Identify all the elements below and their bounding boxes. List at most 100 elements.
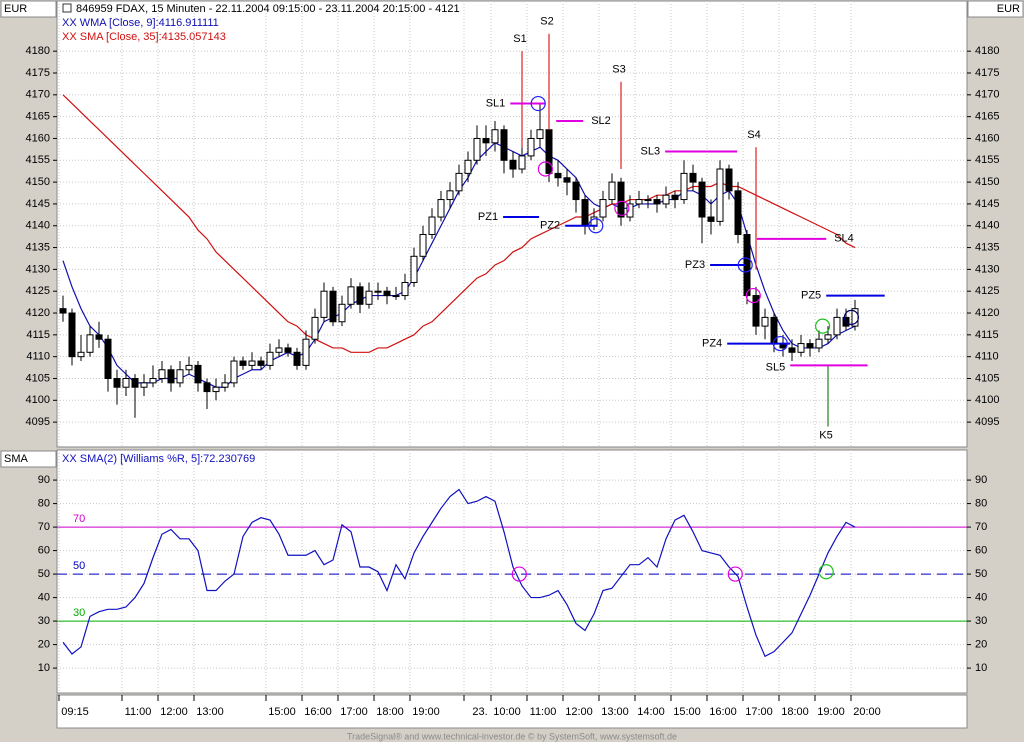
candle-body (761, 316, 769, 327)
candle-body (554, 172, 562, 179)
candle-body (545, 129, 553, 174)
y-tick-label: 4125 (975, 285, 999, 297)
y-tick-label: 4130 (975, 263, 999, 275)
candle-body (734, 190, 742, 235)
x-tick-label: 11:00 (125, 706, 152, 718)
level-label: PZ2 (540, 220, 560, 232)
level-label: 50 (73, 560, 85, 572)
y-tick-label: 90 (38, 474, 50, 486)
candle-body (167, 369, 175, 384)
candle-body (221, 382, 229, 388)
level-label: SL2 (591, 115, 611, 127)
y-tick-label: 4150 (975, 176, 999, 188)
candle-body (410, 255, 418, 283)
x-tick-label: 13:00 (601, 706, 629, 718)
candle-body (194, 364, 202, 384)
candle-body (212, 386, 220, 393)
y-tick-label: 4175 (26, 67, 50, 79)
marker-circle (614, 200, 630, 216)
candle-body (302, 338, 310, 366)
x-tick-label: 15:00 (268, 706, 296, 718)
y-tick-label: 4135 (975, 241, 999, 253)
level-label: PZ5 (801, 289, 821, 301)
marker-circle (745, 287, 761, 304)
candle-body (797, 343, 805, 353)
oscillator-panel (56, 449, 968, 694)
candle-body (500, 129, 508, 161)
candle-body (815, 338, 823, 349)
x-tick-label: 12:00 (565, 706, 593, 718)
candle-body (662, 194, 670, 205)
candle-body (635, 199, 643, 205)
candle-body (599, 199, 607, 218)
marker-circle (588, 218, 604, 234)
candle-body (617, 181, 625, 218)
candle-body (338, 303, 346, 323)
y-tick-label: 4145 (26, 198, 50, 210)
y-tick-label: 4165 (26, 111, 50, 123)
candle-body (626, 203, 634, 218)
y-tick-label: 4120 (975, 307, 999, 319)
candle-body (311, 316, 319, 340)
y-tick-label: 50 (975, 568, 987, 580)
y-tick-label: 4160 (975, 132, 999, 144)
level-label: 70 (73, 513, 85, 525)
candle-body (572, 181, 580, 201)
marker-circle (814, 318, 831, 334)
marker-circle (843, 309, 860, 325)
level-label: SL5 (766, 361, 786, 373)
candle-body (653, 199, 661, 205)
marker-circle (511, 566, 527, 582)
candle-body (752, 295, 760, 327)
legend-entry: XX SMA [Close, 35]:4135.057143 (62, 31, 226, 43)
candle-body (428, 216, 436, 235)
y-tick-label: 4095 (26, 416, 50, 428)
title-icon (62, 3, 72, 13)
candle-body (473, 137, 481, 161)
level-label: PZ3 (685, 259, 705, 271)
y-axis-label: SMA (4, 453, 29, 465)
candle-body (680, 172, 688, 201)
candle-body (122, 377, 130, 388)
candle-body (581, 199, 589, 227)
candle-body (707, 216, 715, 222)
legend-entry: XX SMA(2) [Williams %R, 5]:72.230769 (62, 453, 255, 465)
y-tick-label: 4140 (975, 220, 999, 232)
y-tick-label: 60 (975, 544, 987, 556)
y-tick-label: 30 (38, 615, 50, 627)
y-tick-label: 80 (38, 497, 50, 509)
x-tick-label: 12:00 (160, 706, 188, 718)
x-tick-label: 16:00 (709, 706, 737, 718)
y-tick-label: 20 (38, 638, 50, 650)
x-tick-label: 19:00 (817, 706, 845, 718)
y-tick-label: 4110 (975, 351, 999, 363)
candle-body (86, 334, 94, 353)
x-tick-label: 13:00 (196, 706, 224, 718)
y-tick-label: 4110 (26, 351, 50, 363)
marker-circle (737, 257, 753, 273)
x-tick-label: 16:00 (304, 706, 332, 718)
y-tick-label: 40 (975, 591, 987, 603)
y-tick-label: 90 (975, 474, 987, 486)
candle-body (419, 233, 427, 257)
candle-body (437, 199, 445, 218)
y-tick-label: 60 (38, 544, 50, 556)
axis-header (0, 0, 57, 18)
candle-body (329, 290, 337, 323)
candle-body (644, 199, 652, 202)
candle-body (518, 155, 526, 170)
y-tick-label: 4165 (975, 111, 999, 123)
marker-circle (772, 335, 788, 352)
candle-body (140, 382, 148, 388)
x-tick-label: 11:00 (530, 706, 557, 718)
x-tick-label: 23. (472, 706, 487, 718)
y-tick-label: 50 (38, 568, 50, 580)
candle-body (563, 177, 571, 183)
y-tick-label: 4180 (26, 45, 50, 57)
x-tick-label: 20:00 (853, 706, 881, 718)
y-tick-label: 4150 (26, 176, 50, 188)
y-tick-label: 4155 (26, 154, 50, 166)
candle-body (77, 351, 85, 358)
y-axis-label: EUR (4, 3, 27, 15)
candle-body (203, 382, 211, 393)
